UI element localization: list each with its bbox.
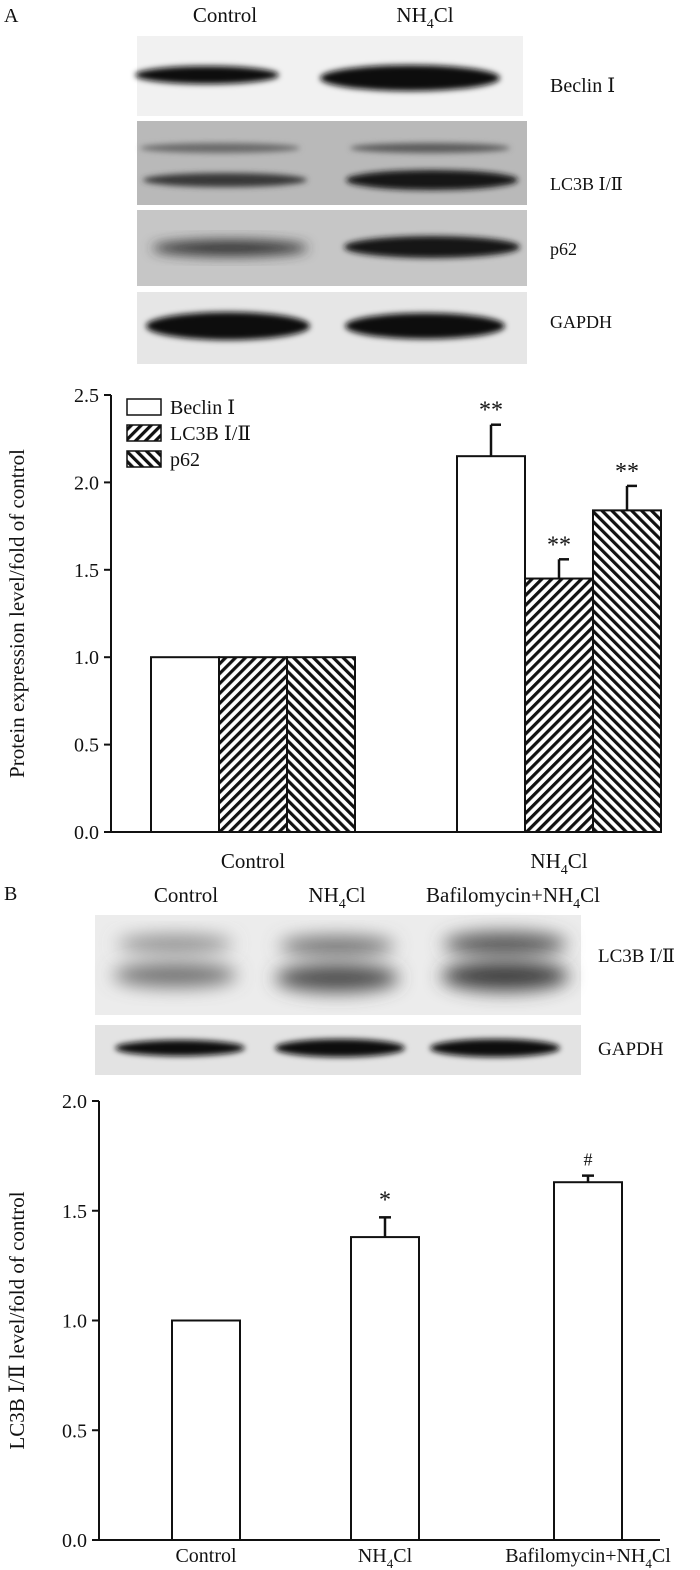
chart-a-bar <box>286 656 356 834</box>
chart-b-significance: * <box>379 1187 391 1213</box>
chart-a-bar <box>218 656 288 834</box>
blot-a-strip-gapdh <box>137 292 527 364</box>
chart-b-bar <box>350 1236 420 1541</box>
blot-b-row-lc3b: LC3B Ⅰ/Ⅱ <box>598 946 675 967</box>
chart-a-legend-swatch <box>126 398 162 416</box>
chart-a-legend-swatch <box>126 424 162 442</box>
blot-b-strip-lc3b <box>95 915 581 1015</box>
chart-a-x-label: Control <box>221 849 285 873</box>
chart-b-y-label: LC3B Ⅰ/Ⅱ level/fold of control <box>5 1191 29 1449</box>
chart-a-y-tick-label: 2.0 <box>74 472 99 494</box>
chart-a: 0.0 0.5 1.0 1.5 2.0 2.5 Control NH4Cl ** ** ** Becl… <box>5 385 662 878</box>
blot-b-strip-gapdh <box>95 1025 581 1075</box>
chart-a-bar <box>592 509 662 833</box>
chart-a-y-tick-label: 1.5 <box>74 560 99 582</box>
chart-b-y-tick-label: 0.5 <box>62 1420 87 1442</box>
blot-a-strip-p62 <box>137 210 527 286</box>
chart-a-bar <box>456 455 526 833</box>
chart-a-legend-label: Beclin Ⅰ <box>170 397 235 419</box>
blot-b-lane-nh4cl: NH4Cl <box>308 883 365 912</box>
chart-b-x-label: NH4Cl <box>358 1545 413 1570</box>
chart-a-y-tick-label: 2.5 <box>74 385 99 407</box>
chart-b-bar <box>171 1319 241 1541</box>
chart-a-legend-label: p62 <box>170 449 200 471</box>
chart-a-legend-swatch <box>126 450 162 468</box>
blot-a-row-gapdh: GAPDH <box>550 312 612 332</box>
chart-a-y-tick-label: 0.5 <box>74 735 99 757</box>
blot-b-lane-control: Control <box>154 883 218 907</box>
chart-b-x-label: Bafilomycin+NH4Cl <box>505 1545 671 1570</box>
chart-b-y-tick-label: 1.5 <box>62 1201 87 1223</box>
chart-a-y-tick-label: 1.0 <box>74 647 99 669</box>
chart-b-x-label: Control <box>175 1545 237 1567</box>
blot-a-strip-beclin <box>135 36 523 116</box>
chart-a-y-label: Protein expression level/fold of control <box>5 449 29 778</box>
chart-b-y-tick-label: 2.0 <box>62 1091 87 1113</box>
blot-b-row-gapdh: GAPDH <box>598 1039 664 1060</box>
chart-a-significance: ** <box>547 532 571 558</box>
chart-a-legend: Beclin Ⅰ LC3B Ⅰ/Ⅱ p62 <box>126 397 251 471</box>
blot-b-lane-bafilomycin: Bafilomycin+NH4Cl <box>426 883 600 912</box>
chart-a-legend-label: LC3B Ⅰ/Ⅱ <box>170 423 251 445</box>
blot-a-row-lc3b: LC3B Ⅰ/Ⅱ <box>550 174 623 194</box>
chart-b-y-tick-label: 0.0 <box>62 1530 87 1552</box>
blot-a-strip-lc3b <box>137 121 527 205</box>
chart-b-bar <box>553 1181 623 1541</box>
chart-a-bar <box>524 577 594 833</box>
chart-a-significance: ** <box>615 459 639 485</box>
chart-a-y-tick-label: 0.0 <box>74 822 99 844</box>
blot-a-lane-nh4cl: NH4Cl <box>396 3 453 32</box>
blot-a-row-beclin: Beclin Ⅰ <box>550 75 615 97</box>
chart-b-y-tick-label: 1.0 <box>62 1311 87 1333</box>
chart-a-significance: ** <box>479 398 503 424</box>
chart-a-x-label: NH4Cl <box>530 849 587 878</box>
chart-b: 0.0 0.5 1.0 1.5 2.0 Control * NH4Cl # Bafilomycin… <box>5 1091 671 1570</box>
panel-a-letter: A <box>4 5 19 27</box>
panel-b-letter: B <box>4 883 17 905</box>
blot-a-row-p62: p62 <box>550 239 577 259</box>
chart-a-bar <box>150 656 220 834</box>
chart-b-significance: # <box>584 1150 593 1170</box>
blot-a-lane-control: Control <box>193 3 257 27</box>
